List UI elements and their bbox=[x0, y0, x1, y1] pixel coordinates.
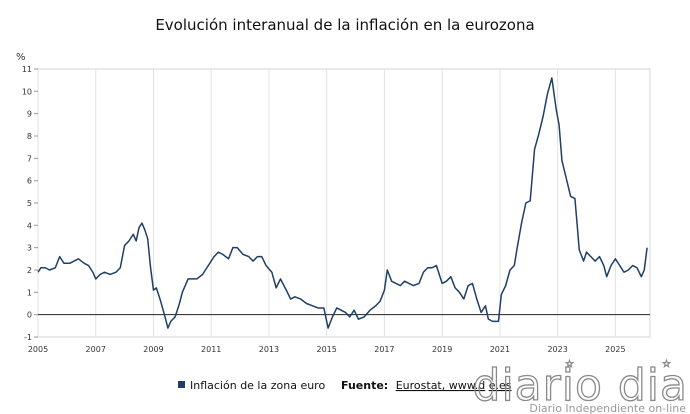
y-tick-label: 8 bbox=[27, 132, 32, 141]
x-tick-label: 2007 bbox=[86, 345, 106, 354]
y-tick-label: 11 bbox=[22, 65, 32, 74]
source-link-suffix[interactable]: e.es bbox=[489, 379, 512, 392]
x-tick-label: 2017 bbox=[374, 345, 394, 354]
x-tick-label: 2023 bbox=[547, 345, 567, 354]
y-tick-label: 1 bbox=[27, 288, 32, 297]
watermark-star-2: ☆ bbox=[662, 359, 671, 370]
source-label: Fuente: bbox=[341, 379, 388, 392]
watermark-star-1: ☆ bbox=[565, 359, 574, 370]
legend-swatch bbox=[178, 381, 185, 388]
watermark-logo: diario dia ☆ ☆ Diario Independiente on-l… bbox=[472, 359, 688, 414]
x-tick-label: 2015 bbox=[316, 345, 336, 354]
y-tick-label: 7 bbox=[27, 154, 32, 163]
plot-area-border bbox=[37, 68, 651, 338]
y-axis-ticks: -1 0 1 2 3 4 5 6 7 8 9 10 11 bbox=[22, 65, 38, 342]
x-tick-label: 2009 bbox=[143, 345, 163, 354]
x-axis-ticks: 2005 2007 2009 2011 2013 2015 2017 2019 2021 2023… bbox=[28, 345, 626, 354]
y-axis-unit: % bbox=[16, 52, 26, 63]
y-tick-label: 0 bbox=[27, 311, 32, 320]
x-tick-label: 2011 bbox=[201, 345, 221, 354]
y-tick-label: 10 bbox=[22, 87, 32, 96]
y-tick-label: 6 bbox=[27, 177, 32, 186]
grid bbox=[37, 68, 651, 338]
y-tick-label: -1 bbox=[24, 333, 32, 342]
x-tick-label: 2019 bbox=[432, 345, 452, 354]
watermark-tagline: Diario Independiente on-line bbox=[529, 402, 686, 414]
y-tick-label: 3 bbox=[27, 244, 32, 253]
source-link[interactable]: Eurostat, www.d bbox=[396, 379, 485, 392]
source-text: Fuente: Eurostat, www.d e.es bbox=[341, 379, 512, 392]
legend-label: Inflación de la zona euro bbox=[190, 379, 325, 392]
series-line-eurozone-inflation bbox=[37, 77, 648, 329]
x-tick-label: 2021 bbox=[490, 345, 510, 354]
y-tick-label: 4 bbox=[27, 221, 32, 230]
x-tick-label: 2025 bbox=[605, 345, 625, 354]
watermark-logo-text: diario dia bbox=[473, 360, 688, 411]
y-tick-label: 5 bbox=[27, 199, 32, 208]
x-tick-label: 2013 bbox=[259, 345, 279, 354]
y-tick-label: 2 bbox=[27, 266, 32, 275]
chart-title: Evolución interanual de la inflación en … bbox=[155, 16, 534, 34]
y-tick-label: 9 bbox=[27, 110, 32, 119]
x-tick-label: 2005 bbox=[28, 345, 48, 354]
